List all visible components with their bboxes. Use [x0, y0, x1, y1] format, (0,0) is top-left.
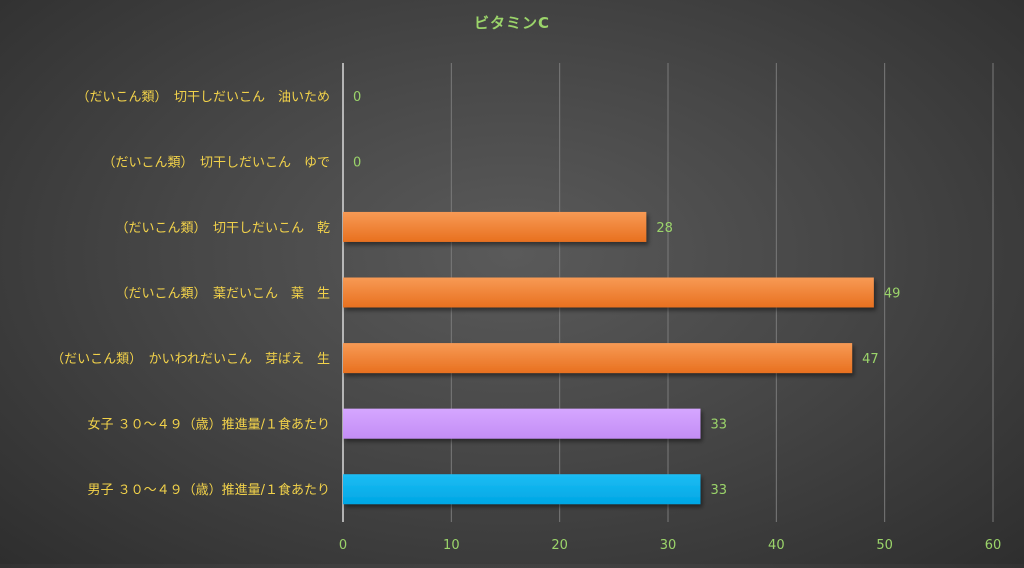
category-label: （だいこん類） 切干しだいこん ゆで	[102, 155, 330, 170]
category-label: （だいこん類） 切干しだいこん 油いため	[76, 90, 330, 105]
chart-title: ビタミンC	[473, 14, 550, 32]
x-tick-label: 0	[339, 538, 347, 553]
value-label: 33	[711, 483, 728, 498]
value-label: 47	[862, 352, 879, 367]
bar	[343, 343, 853, 374]
x-tick-label: 60	[985, 538, 1002, 553]
bar	[343, 277, 874, 308]
value-label: 33	[711, 418, 728, 433]
x-tick-label: 10	[443, 538, 460, 553]
category-label: 女子 ３０～４９（歳）推進量/１食あたり	[87, 417, 330, 433]
category-label: （だいこん類） かいわれだいこん 芽ばえ 生	[51, 352, 330, 367]
bar	[343, 474, 701, 505]
x-tick-label: 20	[551, 538, 568, 553]
category-label: （だいこん類） 葉だいこん 葉 生	[115, 287, 330, 302]
bar	[343, 211, 647, 242]
value-label: 0	[353, 155, 361, 170]
category-label: （だいこん類） 切干しだいこん 乾	[115, 221, 330, 236]
x-tick-label: 50	[876, 538, 893, 553]
value-label: 49	[884, 287, 901, 302]
bar	[343, 408, 701, 439]
category-label: 男子 ３０～４９（歳）推進量/１食あたり	[87, 482, 330, 498]
x-tick-label: 40	[768, 538, 785, 553]
value-label: 28	[656, 221, 673, 236]
value-label: 0	[353, 90, 361, 105]
x-tick-label: 30	[660, 538, 677, 553]
